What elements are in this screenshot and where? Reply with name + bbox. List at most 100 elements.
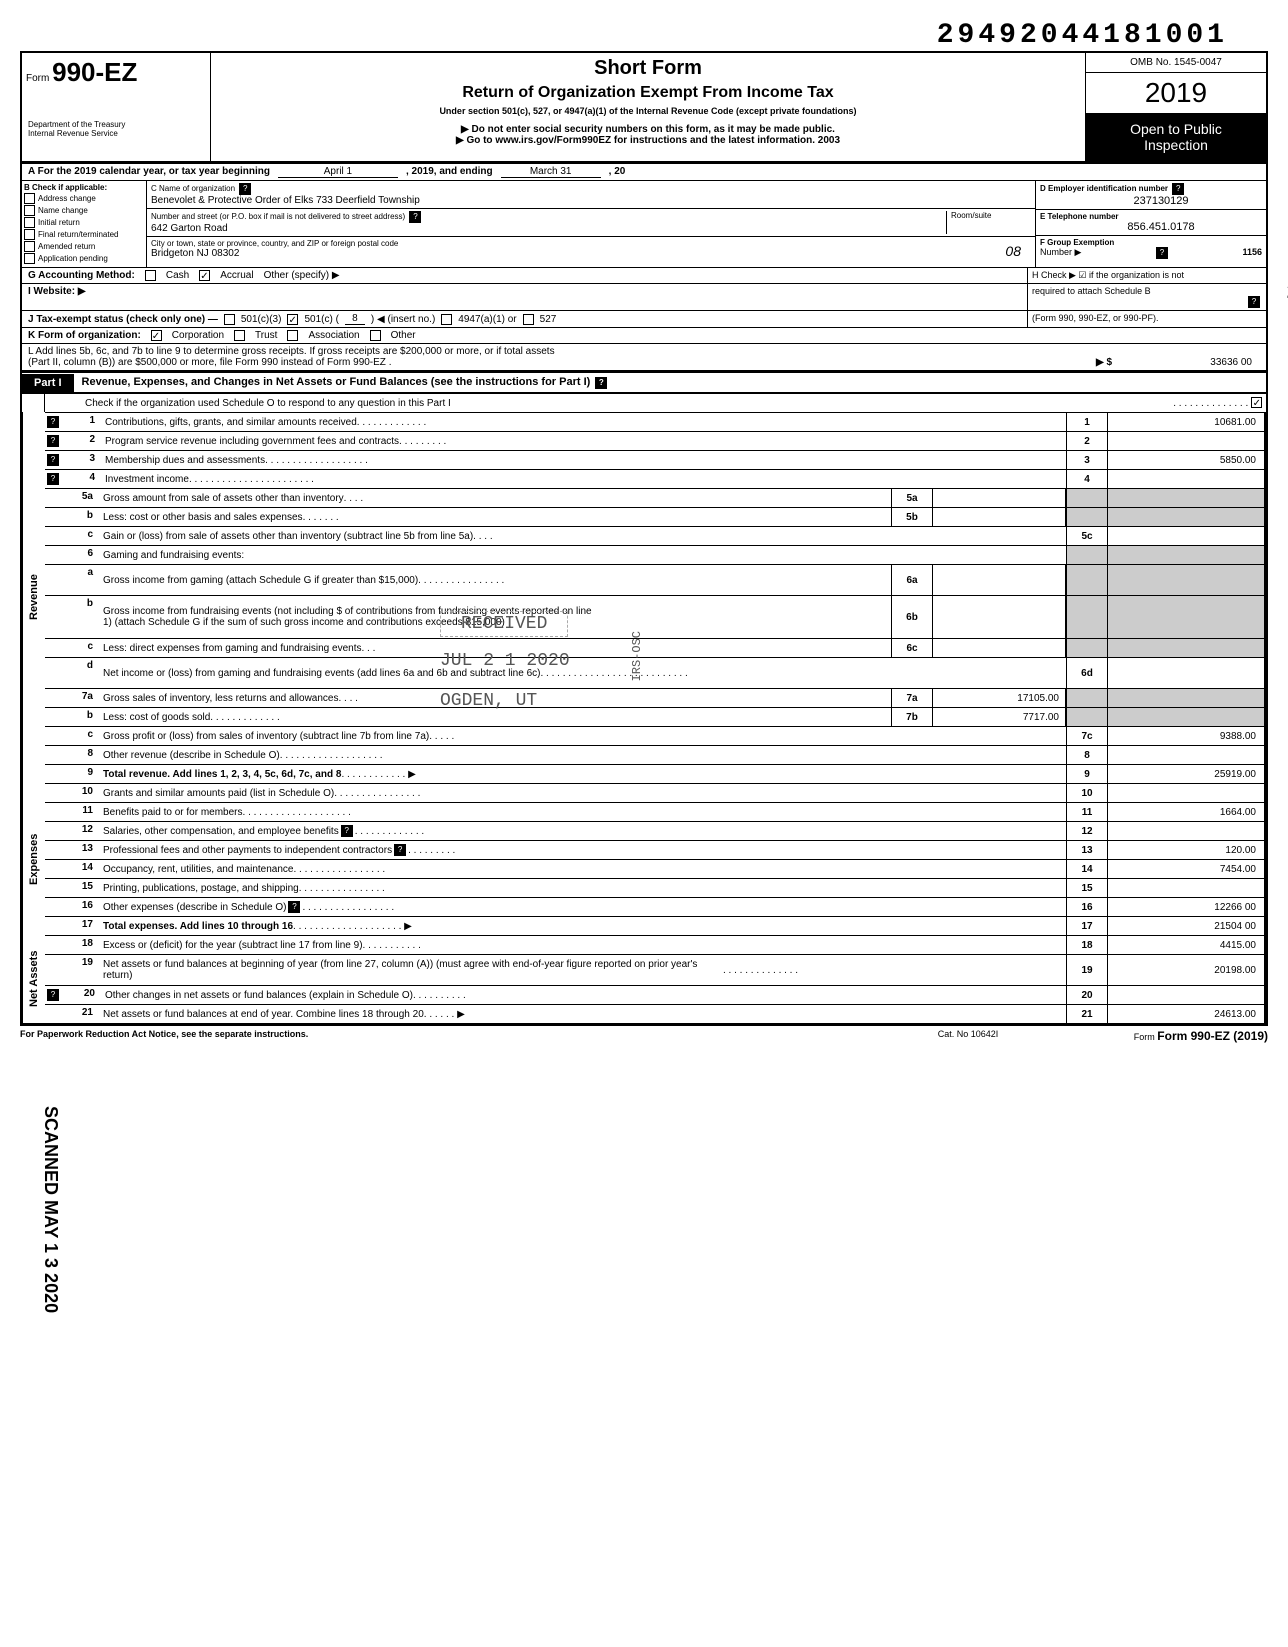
line-num: 8 (59, 746, 99, 764)
lbl-4947: 4947(a)(1) or (458, 314, 516, 325)
help-icon[interactable]: ? (1248, 296, 1260, 308)
line-box: 13 (1066, 841, 1107, 859)
line-num: c (59, 639, 99, 657)
section-h-line1: H Check ▶ ☑ if the organization is not (1032, 270, 1262, 281)
line-value (1107, 822, 1264, 840)
cb-initial-return[interactable] (24, 217, 35, 228)
section-c-name-label: C Name of organization ? (151, 183, 1031, 195)
help-icon[interactable]: ? (47, 416, 59, 428)
section-a-label: A For the 2019 calendar year, or tax yea… (28, 166, 270, 177)
line-num: d (59, 658, 99, 688)
cb-name-change[interactable] (24, 205, 35, 216)
section-f-label: F Group Exemption (1040, 238, 1262, 247)
line-value (1107, 658, 1264, 688)
line-box: 7c (1066, 727, 1107, 745)
line-text: Gross sales of inventory, less returns a… (103, 693, 338, 704)
line-num: 3 (61, 451, 101, 469)
line-text: Gaming and fundraising events: (103, 550, 244, 561)
line-value (1107, 746, 1264, 764)
line-box: 11 (1066, 803, 1107, 821)
sub-value (933, 508, 1066, 526)
line-num: b (59, 708, 99, 726)
line-num: 9 (59, 765, 99, 783)
cb-corporation[interactable]: ✓ (151, 330, 162, 341)
line-text: Contributions, gifts, grants, and simila… (105, 417, 357, 428)
sub-value (933, 565, 1066, 595)
line-num: 17 (59, 917, 99, 935)
cb-amended[interactable] (24, 241, 35, 252)
help-icon[interactable]: ? (47, 435, 59, 447)
help-icon[interactable]: ? (1156, 247, 1168, 259)
short-form-title: Short Form (215, 57, 1081, 80)
help-icon[interactable]: ? (1172, 183, 1184, 195)
cb-address-change[interactable] (24, 193, 35, 204)
cb-trust[interactable] (234, 330, 245, 341)
section-f-label2: Number ▶ (1040, 247, 1081, 259)
lbl-association: Association (308, 330, 359, 341)
line-value: 9388.00 (1107, 727, 1264, 745)
cb-app-pending[interactable] (24, 253, 35, 264)
sub-value (933, 596, 1066, 638)
line-value-shaded (1107, 489, 1264, 507)
help-icon[interactable]: ? (288, 901, 300, 913)
line-num: 18 (59, 936, 99, 954)
cb-4947[interactable] (441, 314, 452, 325)
line-value: 20198.00 (1107, 955, 1264, 985)
line-box: 15 (1066, 879, 1107, 897)
lbl-amended: Amended return (38, 242, 95, 251)
line-text: Gross income from gaming (attach Schedul… (103, 575, 418, 586)
tax-year-begin: April 1 (278, 166, 398, 178)
org-address: 642 Garton Road (151, 223, 946, 234)
line-box-shaded (1066, 708, 1107, 726)
cb-accrual[interactable]: ✓ (199, 270, 210, 281)
section-d-label: D Employer identification number (1040, 184, 1168, 193)
cb-501c[interactable]: ✓ (287, 314, 298, 325)
help-icon[interactable]: ? (47, 473, 59, 485)
lbl-app-pending: Application pending (38, 254, 108, 263)
help-icon[interactable]: ? (409, 211, 421, 223)
line-value-shaded (1107, 708, 1264, 726)
help-icon[interactable]: ? (239, 183, 251, 195)
line-text: Benefits paid to or for members (103, 807, 243, 818)
footer-right: Form Form 990-EZ (2019) (1068, 1029, 1268, 1043)
line-value: 120.00 (1107, 841, 1264, 859)
cb-cash[interactable] (145, 270, 156, 281)
section-i-label: I Website: ▶ (28, 286, 86, 297)
cb-other-org[interactable] (370, 330, 381, 341)
line-box-shaded (1066, 639, 1107, 657)
sub-value: 7717.00 (933, 708, 1066, 726)
help-icon[interactable]: ? (47, 989, 59, 1001)
line-text: Gross profit or (loss) from sales of inv… (103, 731, 429, 742)
line-num: 1 (61, 413, 101, 431)
line-num: c (59, 527, 99, 545)
line-box-shaded (1066, 489, 1107, 507)
revenue-section: Revenue ? 1 Contributions, gifts, grants… (20, 412, 1268, 783)
expenses-section: Expenses 10 Grants and similar amounts p… (20, 783, 1268, 935)
cb-association[interactable] (287, 330, 298, 341)
line-box: 6d (1066, 658, 1107, 688)
line-text: Gross amount from sale of assets other t… (103, 493, 344, 504)
lbl-initial-return: Initial return (38, 218, 80, 227)
line-box: 12 (1066, 822, 1107, 840)
tax-year-end-month: March 31 (501, 166, 601, 178)
help-icon[interactable]: ? (394, 844, 406, 856)
cb-501c3[interactable] (224, 314, 235, 325)
footer-row: For Paperwork Reduction Act Notice, see … (20, 1025, 1268, 1046)
cb-527[interactable] (523, 314, 534, 325)
cb-final-return[interactable] (24, 229, 35, 240)
help-icon[interactable]: ? (47, 454, 59, 466)
line-box: 2 (1066, 432, 1107, 450)
line-value: 1664.00 (1107, 803, 1264, 821)
help-icon[interactable]: ? (595, 377, 607, 389)
line-value: 7454.00 (1107, 860, 1264, 878)
help-icon[interactable]: ? (341, 825, 353, 837)
line-num: 15 (59, 879, 99, 897)
cb-schedule-o[interactable]: ✓ (1251, 397, 1262, 408)
line-text: Membership dues and assessments (105, 455, 265, 466)
lbl-corporation: Corporation (172, 330, 224, 341)
part1-header: Part I Revenue, Expenses, and Changes in… (20, 372, 1268, 393)
tax-year: 2019 (1086, 73, 1266, 113)
line-text: Excess or (deficit) for the year (subtra… (103, 940, 363, 951)
org-name: Benevolet & Protective Order of Elks 733… (151, 195, 1031, 206)
section-j-label: J Tax-exempt status (check only one) — (28, 314, 218, 325)
